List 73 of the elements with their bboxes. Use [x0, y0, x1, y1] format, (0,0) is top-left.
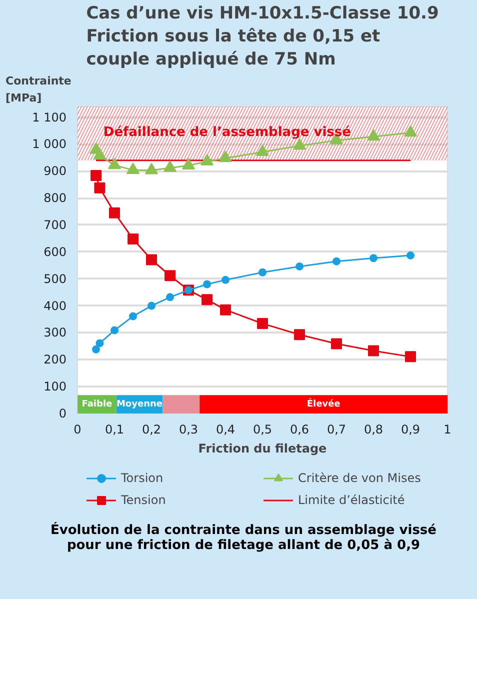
- legend-label: Critère de von Mises: [298, 471, 422, 485]
- point: [166, 293, 174, 302]
- y-tick-label: 1 000: [32, 137, 67, 152]
- point: [90, 170, 102, 181]
- x-axis-title: Friction du filetage: [198, 442, 327, 456]
- point: [200, 154, 214, 166]
- y-tick-label: 500: [44, 272, 66, 286]
- y-tick-label: 400: [44, 298, 66, 313]
- point: [108, 158, 121, 170]
- band-label: Défaillance de l’assemblage vissé: [103, 125, 352, 140]
- x-tick-label: 1: [444, 422, 452, 436]
- point: [406, 251, 414, 260]
- y-tick-label: 0: [58, 406, 67, 420]
- x-tick-label: 0,2: [142, 422, 162, 436]
- point: [94, 182, 106, 194]
- point: [257, 318, 268, 330]
- point: [332, 257, 340, 266]
- x-tick-label: 0,6: [290, 422, 310, 436]
- point: [256, 144, 269, 156]
- point: [164, 270, 176, 282]
- x-tick-label: 0,1: [104, 422, 124, 436]
- point: [293, 138, 306, 150]
- band-label: Faible: [82, 399, 112, 410]
- y-tick-label: 100: [44, 380, 66, 394]
- y-tick-label: 1 100: [32, 110, 67, 124]
- point: [404, 125, 417, 137]
- legend-label: Tension: [121, 493, 167, 507]
- point: [294, 329, 305, 340]
- point: [203, 280, 211, 288]
- point: [219, 150, 232, 162]
- band-label: Élevée: [306, 397, 340, 410]
- y-tick-label: 700: [44, 218, 66, 232]
- point: [182, 158, 195, 170]
- point: [220, 304, 231, 316]
- point: [331, 338, 342, 350]
- point: [367, 129, 380, 141]
- point: [145, 162, 158, 174]
- x-tick-label: 0,4: [216, 422, 236, 436]
- x-tick-label: 0,3: [178, 422, 198, 436]
- x-tick-label: 0,7: [326, 422, 346, 436]
- point: [405, 351, 416, 362]
- point: [93, 148, 106, 160]
- point: [126, 162, 140, 174]
- y-tick-label: 800: [44, 191, 66, 206]
- point: [128, 233, 138, 244]
- point: [370, 254, 378, 262]
- point: [92, 345, 100, 354]
- chart-title: Cas d’une vis HM-10x1.5-Classe 10.9 Friction sous la tête de 0,15 et couple appliqué de 75 Nm: [86, 4, 439, 70]
- band-label: Moyenne: [116, 399, 162, 410]
- x-tick-label: 0,8: [364, 422, 384, 436]
- legend-label: Limite d’élasticité: [298, 493, 406, 507]
- point: [146, 254, 157, 266]
- x-tick-label: 0,5: [252, 422, 272, 436]
- point: [96, 339, 104, 348]
- point: [222, 276, 230, 284]
- y-tick-label: 300: [44, 326, 66, 340]
- point: [296, 262, 304, 270]
- y-tick-label: 900: [44, 164, 66, 178]
- point: [110, 326, 118, 334]
- point: [129, 312, 137, 320]
- point: [148, 302, 156, 310]
- point: [202, 294, 212, 306]
- point: [368, 345, 379, 356]
- y-axis-title: Contrainte [MPa]: [6, 74, 72, 104]
- legend-label: Torsion: [121, 471, 164, 485]
- point: [164, 160, 176, 172]
- x-tick-label: 0,9: [400, 422, 420, 436]
- y-tick-label: 200: [44, 352, 66, 367]
- point: [258, 268, 266, 276]
- text: Évolution de la contrainte dans un assemblage vissé pour une friction de filetage allant de 0,05 à 0,9: [50, 523, 436, 554]
- point: [109, 207, 120, 218]
- y-tick-label: 600: [44, 244, 66, 259]
- x-tick-label: 0: [74, 422, 82, 436]
